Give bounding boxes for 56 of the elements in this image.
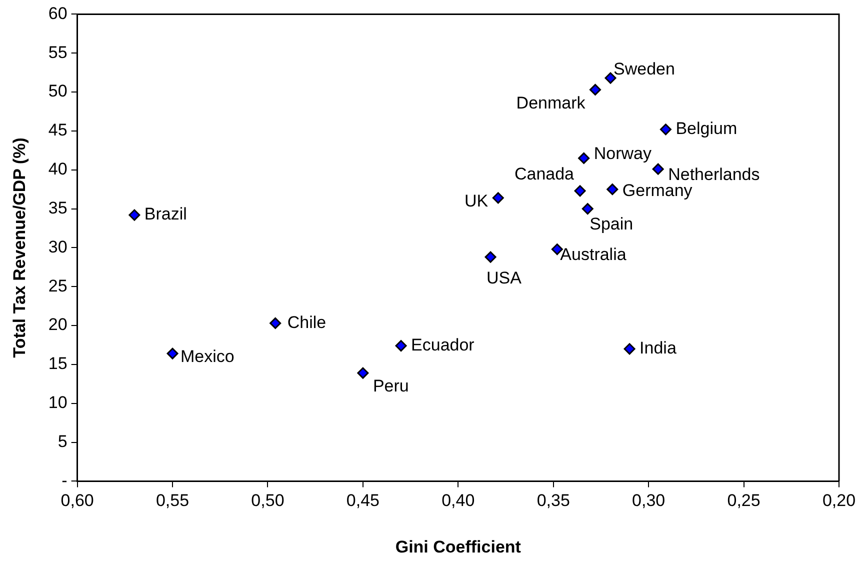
- x-tick-label: 0,50: [251, 491, 284, 510]
- x-tick-label: 0,45: [346, 491, 380, 510]
- annotation: Netherlands: [668, 164, 760, 184]
- y-tick-label: 15: [48, 354, 68, 374]
- x-tick-label: 0,20: [822, 491, 856, 510]
- point: [270, 317, 282, 329]
- point: [660, 124, 672, 136]
- y-tick-label: -: [62, 470, 68, 490]
- annotation: Brazil: [144, 204, 187, 224]
- point: [578, 152, 590, 164]
- y-tick-label: 20: [48, 315, 68, 334]
- x-axis-title: Gini Coefficient: [395, 537, 522, 556]
- point: [166, 348, 178, 360]
- y-tick-label: 30: [48, 237, 68, 256]
- annotation: Canada: [514, 164, 575, 184]
- annotation: USA: [486, 268, 522, 288]
- point: [357, 367, 369, 379]
- x-tick-label: 0,30: [632, 491, 666, 510]
- point: [128, 209, 140, 221]
- annotation: Sweden: [613, 60, 675, 79]
- x-tick-label: 0,60: [60, 491, 94, 510]
- x-tick-label: 0,25: [727, 491, 760, 510]
- annotation: Chile: [287, 312, 326, 332]
- point: [590, 84, 602, 96]
- y-tick-label: 40: [48, 160, 68, 179]
- annotation: Spain: [590, 214, 634, 234]
- y-tick-label: 50: [48, 82, 68, 101]
- y-tick-label: 25: [48, 276, 68, 296]
- point: [652, 163, 664, 175]
- x-tick-label: 0,40: [442, 491, 475, 510]
- annotation: Denmark: [516, 93, 586, 112]
- point: [574, 185, 586, 197]
- annotation: India: [640, 338, 677, 358]
- annotation: Australia: [560, 244, 627, 264]
- point: [492, 192, 504, 204]
- y-axis-title: Total Tax Revenue/GDP (%): [10, 138, 29, 358]
- y-tick-label: 5: [58, 432, 68, 451]
- annotation: Germany: [622, 181, 693, 200]
- y-tick-label: 35: [48, 198, 68, 218]
- x-tick-label: 0,35: [536, 491, 570, 510]
- annotation: Peru: [372, 376, 409, 396]
- annotation: UK: [464, 192, 489, 211]
- point: [484, 251, 496, 263]
- y-tick-label: 55: [48, 42, 68, 62]
- point: [624, 343, 636, 355]
- point: [395, 340, 407, 352]
- point: [582, 203, 594, 215]
- x-tick-label: 0,55: [156, 491, 190, 510]
- annotation: Mexico: [180, 347, 234, 366]
- annotation: Belgium: [676, 119, 738, 138]
- y-tick-label: 60: [48, 4, 68, 23]
- y-tick-label: 45: [48, 120, 68, 140]
- point: [606, 184, 618, 196]
- annotation: Norway: [594, 144, 652, 163]
- annotation: Ecuador: [411, 335, 475, 354]
- y-tick-label: 10: [48, 393, 68, 412]
